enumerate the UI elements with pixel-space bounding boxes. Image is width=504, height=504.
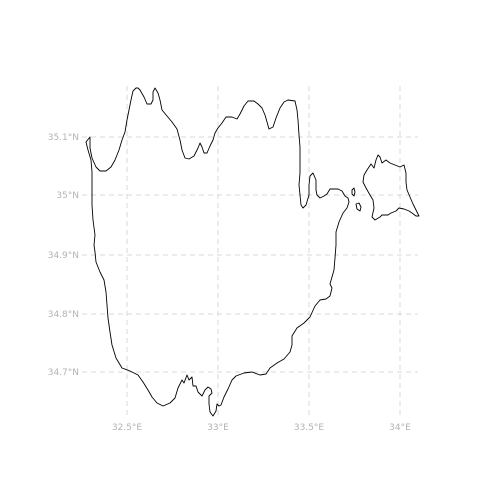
lat-label-34-7: 34.7°N (48, 368, 79, 378)
lon-label-33-5: 33.5°E (294, 423, 325, 433)
graticule (82, 86, 418, 418)
latitude-labels: 35.1°N 35°N 34.9°N 34.8°N 34.7°N (48, 133, 79, 378)
lon-label-33: 33°E (207, 423, 229, 433)
lon-label-32-5: 32.5°E (112, 423, 143, 433)
lat-label-34-9: 34.9°N (48, 251, 79, 261)
lon-label-34: 34°E (389, 423, 411, 433)
islet-2 (355, 202, 362, 212)
lat-label-34-8: 34.8°N (48, 310, 79, 320)
cyprus-main-coastline (85, 87, 350, 417)
lat-label-35-1: 35.1°N (48, 133, 79, 143)
islet-1 (351, 187, 356, 197)
karpas-peninsula-coastline (362, 154, 420, 221)
lat-label-35: 35°N (56, 191, 79, 201)
coastline (85, 87, 420, 417)
longitude-labels: 32.5°E 33°E 33.5°E 34°E (112, 423, 411, 433)
